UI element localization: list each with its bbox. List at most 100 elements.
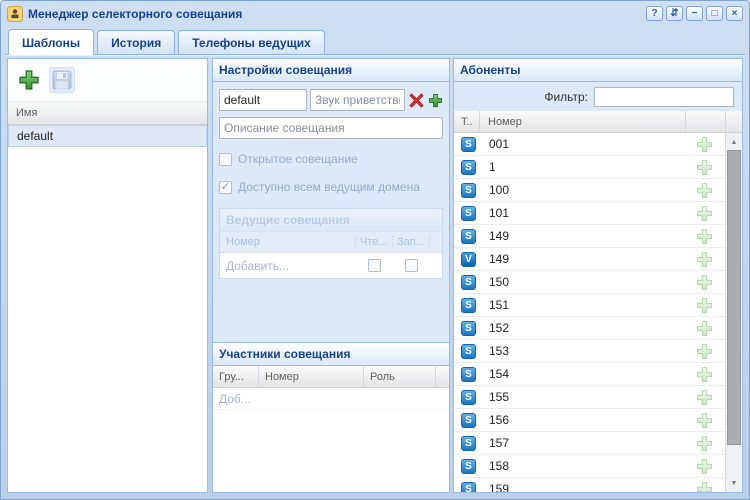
add-subscriber-button[interactable] — [696, 320, 713, 337]
name-greeting-row — [219, 89, 443, 111]
leaders-col-number: Номер — [220, 236, 356, 248]
subscriber-row[interactable]: S 101 — [454, 202, 725, 225]
leaders-add-row[interactable]: Добавить... ✓ ✓ — [220, 253, 442, 278]
subscriber-row[interactable]: S 151 — [454, 294, 725, 317]
subscriber-number: 150 — [489, 275, 510, 289]
participants-empty-area — [213, 410, 449, 492]
pale-plus-icon — [697, 182, 712, 198]
add-subscriber-button[interactable] — [696, 274, 713, 291]
subscriber-row[interactable]: S 1 — [454, 156, 725, 179]
subscriber-number: 100 — [489, 183, 510, 197]
subscriber-number: 157 — [489, 436, 510, 450]
subscriber-row[interactable]: S 001 — [454, 133, 725, 156]
template-row-default[interactable]: default — [8, 125, 207, 147]
add-subscriber-button[interactable] — [696, 481, 713, 492]
save-template-button[interactable] — [49, 67, 75, 93]
floppy-disk-icon — [52, 70, 72, 90]
participants-columns-header: Гру... Номер Роль — [213, 366, 449, 388]
subscriber-row[interactable]: S 156 — [454, 409, 725, 432]
subscriber-row[interactable]: S 155 — [454, 386, 725, 409]
add-template-button[interactable] — [16, 67, 42, 93]
scroll-down-arrow-icon[interactable]: ▼ — [730, 479, 738, 487]
pale-plus-icon — [697, 458, 712, 474]
subscriber-number: 149 — [489, 229, 510, 243]
vertical-scrollbar[interactable]: ▲ ▼ — [725, 133, 742, 492]
subscriber-row[interactable]: S 152 — [454, 317, 725, 340]
greeting-sound-input[interactable] — [310, 89, 405, 111]
filter-input[interactable] — [594, 86, 734, 107]
pale-plus-icon — [697, 320, 712, 336]
templates-column-header: Имя — [8, 102, 207, 125]
close-button[interactable]: × — [726, 6, 743, 21]
add-subscriber-button[interactable] — [696, 251, 713, 268]
add-subscriber-button[interactable] — [696, 182, 713, 199]
subscriber-type-icon: S — [461, 458, 476, 474]
subscriber-row[interactable]: S 159 — [454, 478, 725, 492]
subscriber-row[interactable]: S 154 — [454, 363, 725, 386]
tab-history[interactable]: История — [97, 30, 176, 54]
subscriber-number: 151 — [489, 298, 510, 312]
help-button[interactable]: ? — [646, 6, 663, 21]
tab-leader-phones[interactable]: Телефоны ведущих — [178, 30, 325, 54]
subscriber-row[interactable]: S 100 — [454, 179, 725, 202]
add-greeting-button[interactable] — [427, 92, 443, 108]
subscriber-row[interactable]: V 149 — [454, 248, 725, 271]
leaders-columns-header: Номер Чте... Зап... — [220, 232, 442, 253]
leaders-col-read: Чте... — [356, 236, 393, 248]
add-subscriber-button[interactable] — [696, 297, 713, 314]
subscriber-row[interactable]: S 150 — [454, 271, 725, 294]
add-subscriber-button[interactable] — [696, 136, 713, 153]
add-subscriber-button[interactable] — [696, 343, 713, 360]
pale-plus-icon — [697, 228, 712, 244]
leaders-write-checkbox[interactable]: ✓ — [405, 259, 418, 272]
subscriber-type-icon: S — [461, 389, 476, 405]
leaders-group-title: Ведущие совещания — [220, 209, 442, 232]
pale-plus-icon — [697, 366, 712, 382]
refresh-button[interactable]: ⇵ — [666, 6, 683, 21]
subscriber-row[interactable]: S 158 — [454, 455, 725, 478]
add-subscriber-button[interactable] — [696, 412, 713, 429]
subscribers-columns-header: Т.. Номер — [454, 111, 742, 133]
add-subscriber-button[interactable] — [696, 366, 713, 383]
subscriber-row[interactable]: S 157 — [454, 432, 725, 455]
subscriber-number: 152 — [489, 321, 510, 335]
participants-col-fill — [436, 366, 449, 387]
maximize-button[interactable]: □ — [706, 6, 723, 21]
template-name-input[interactable] — [219, 89, 307, 111]
pale-plus-icon — [697, 205, 712, 221]
participants-add-row[interactable]: Доб... — [213, 388, 449, 410]
subscriber-type-icon: S — [461, 366, 476, 382]
subscribers-list: S 001 S 1 S 100 — [454, 133, 725, 492]
participants-col-group: Гру... — [213, 366, 259, 387]
clear-greeting-button[interactable] — [408, 92, 424, 108]
add-subscriber-button[interactable] — [696, 159, 713, 176]
scroll-up-arrow-icon[interactable]: ▲ — [730, 138, 738, 146]
subscriber-row[interactable]: S 149 — [454, 225, 725, 248]
add-subscriber-button[interactable] — [696, 228, 713, 245]
leaders-write-cell: ✓ — [393, 259, 430, 272]
subscriber-row[interactable]: S 153 — [454, 340, 725, 363]
subscriber-number: 101 — [489, 206, 510, 220]
subscribers-list-area: S 001 S 1 S 100 — [454, 133, 742, 492]
add-subscriber-button[interactable] — [696, 435, 713, 452]
tab-templates[interactable]: Шаблоны — [8, 29, 95, 55]
open-conference-checkbox[interactable]: ✓ — [219, 152, 232, 166]
pale-plus-icon — [697, 389, 712, 405]
subscriber-number: 1 — [489, 160, 496, 174]
subscribers-col-number: Номер — [488, 115, 522, 128]
subscriber-number: 158 — [489, 459, 510, 473]
window-controls: ? ⇵ − □ × — [646, 6, 743, 21]
scrollbar-thumb[interactable] — [727, 150, 741, 445]
description-input[interactable] — [219, 117, 443, 139]
add-subscriber-button[interactable] — [696, 205, 713, 222]
pale-plus-icon — [697, 412, 712, 428]
subscribers-panel-header: Абоненты — [454, 59, 742, 82]
add-subscriber-button[interactable] — [696, 458, 713, 475]
domain-access-checkbox[interactable]: ✓ — [219, 180, 232, 194]
add-subscriber-button[interactable] — [696, 389, 713, 406]
leaders-read-checkbox[interactable]: ✓ — [368, 259, 381, 272]
pale-plus-icon — [697, 251, 712, 267]
minimize-button[interactable]: − — [686, 6, 703, 21]
subscriber-number: 153 — [489, 344, 510, 358]
